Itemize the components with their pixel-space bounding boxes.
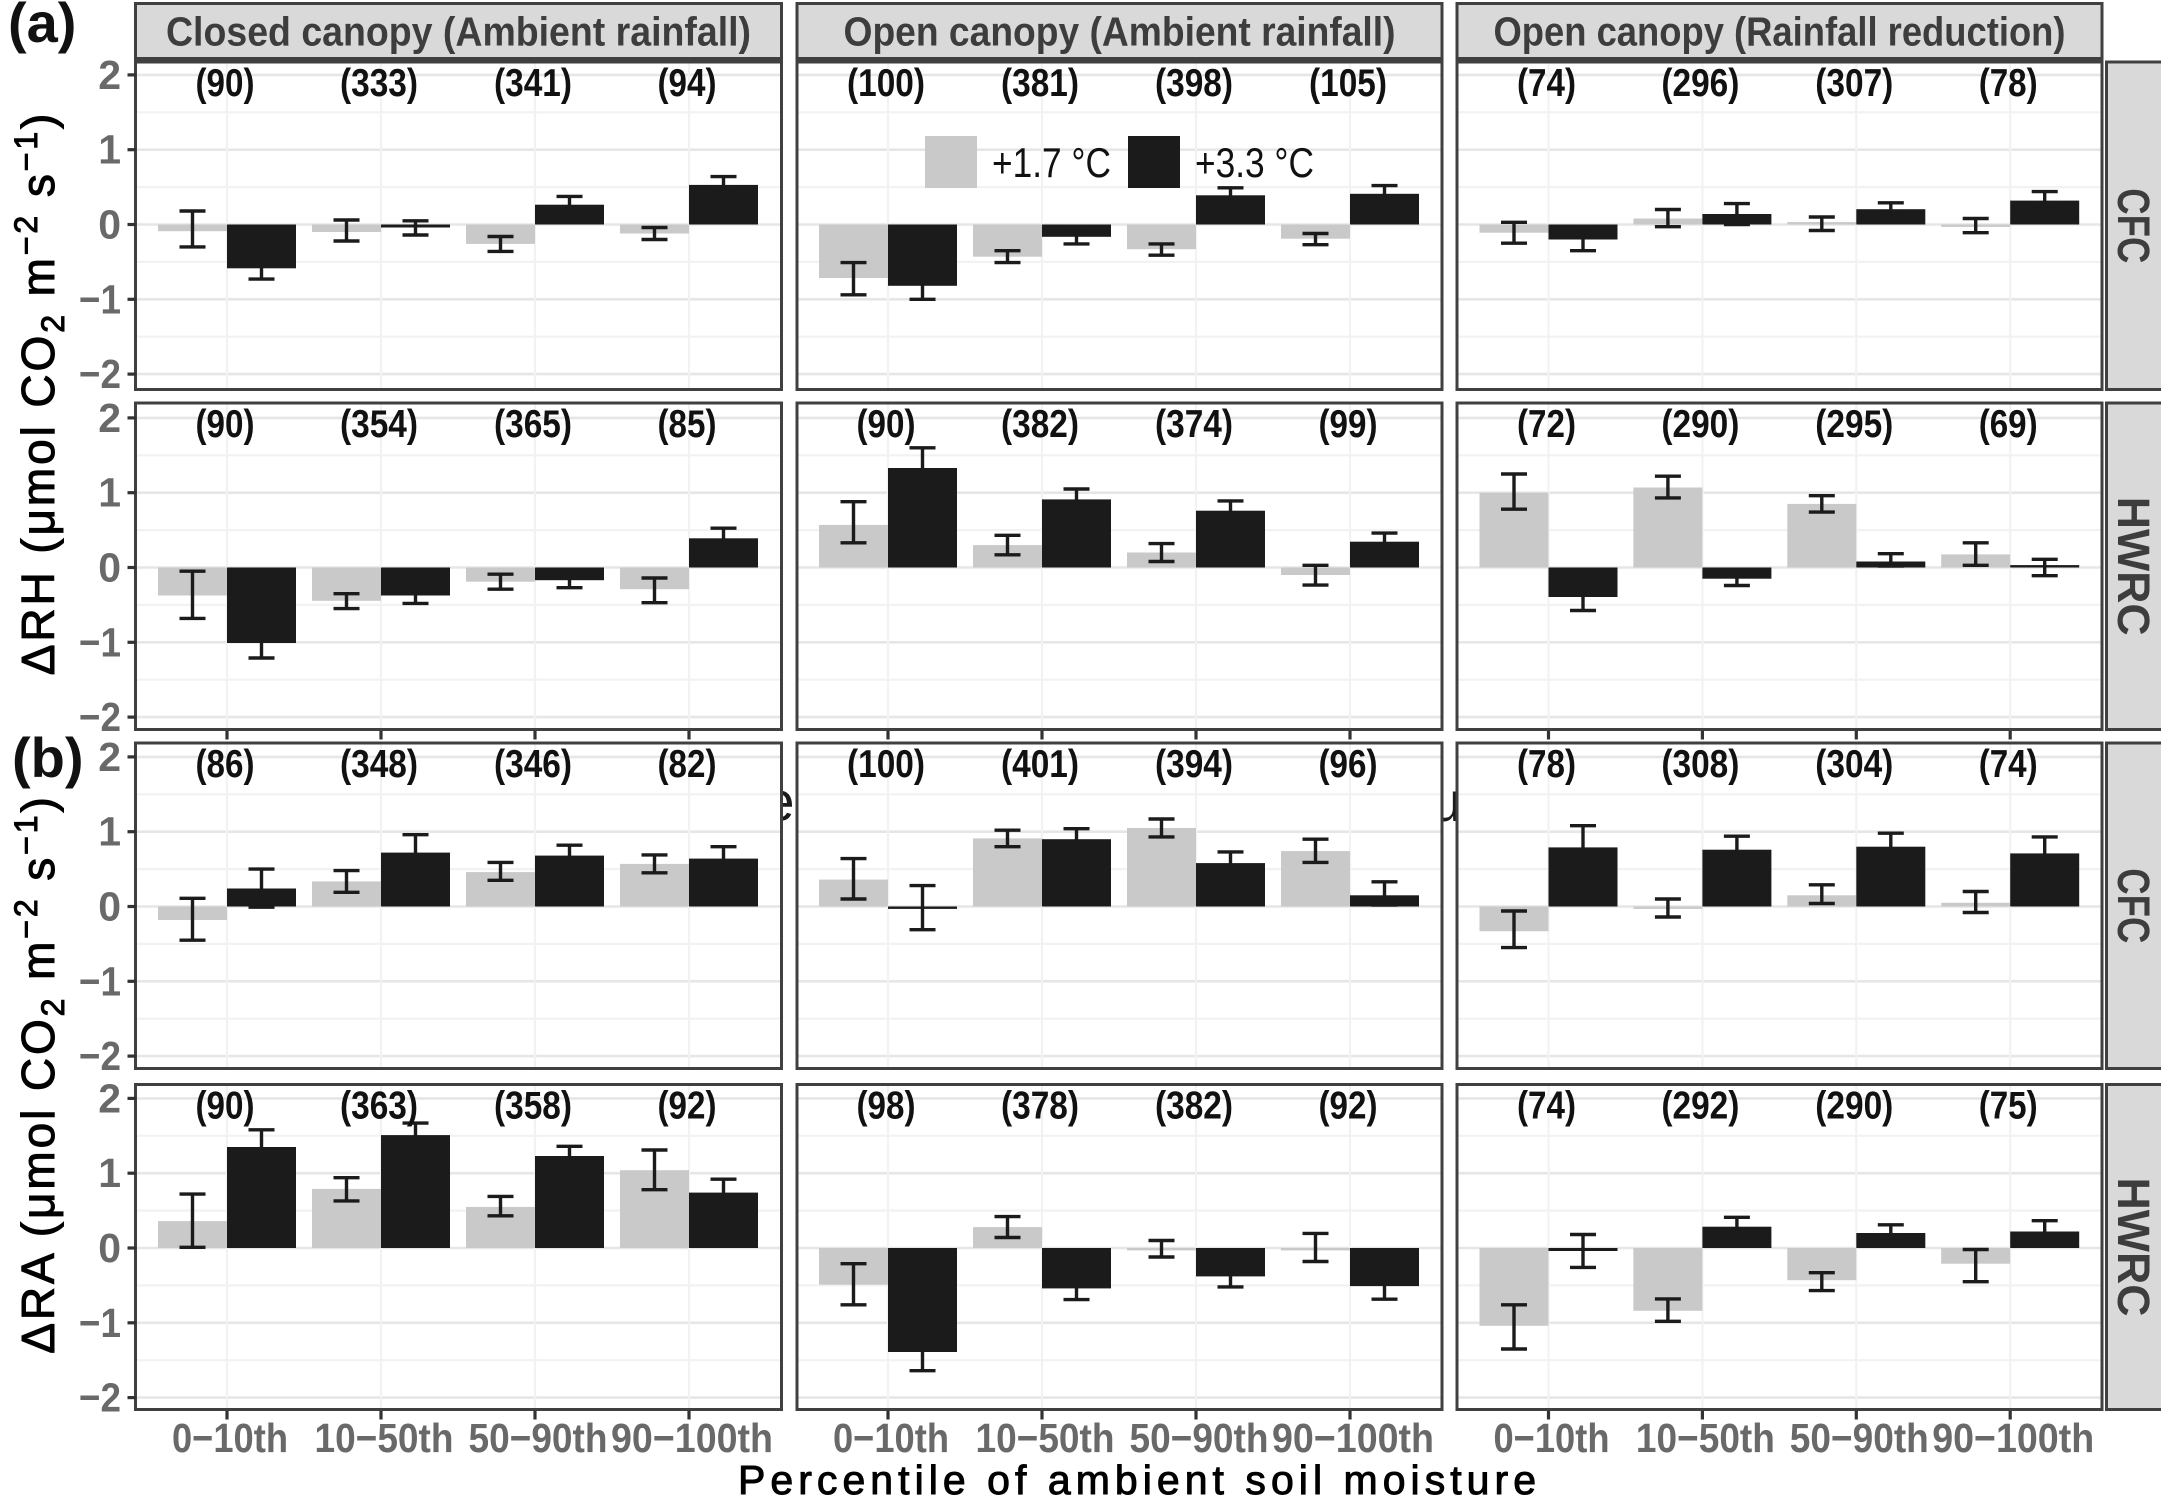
svg-text:−2: −2 (79, 1033, 121, 1079)
svg-text:(92): (92) (1319, 1085, 1378, 1128)
svg-text:+1.7 °C: +1.7 °C (992, 139, 1111, 186)
svg-text:0: 0 (98, 545, 121, 591)
svg-text:−1: −1 (79, 958, 121, 1004)
svg-text:2: 2 (98, 395, 121, 441)
svg-text:HWRC: HWRC (2108, 497, 2159, 636)
svg-text:(381): (381) (1001, 62, 1079, 105)
svg-text:Percentile of ambient soil moi: Percentile of ambient soil moisture (738, 1457, 1536, 1502)
svg-text:0−10th: 0−10th (172, 1415, 288, 1461)
svg-text:(78): (78) (1979, 62, 2038, 105)
svg-text:1: 1 (98, 470, 121, 516)
svg-text:(69): (69) (1979, 403, 2038, 446)
svg-text:(363): (363) (340, 1085, 418, 1128)
svg-text:10−50th: 10−50th (976, 1415, 1115, 1461)
svg-text:2: 2 (98, 734, 121, 780)
svg-text:50−90th: 50−90th (1130, 1415, 1269, 1461)
svg-text:(354): (354) (340, 403, 418, 446)
svg-text:(304): (304) (1815, 743, 1893, 786)
svg-text:(90): (90) (196, 403, 255, 446)
svg-text:2: 2 (98, 52, 121, 98)
svg-text:−2: −2 (79, 351, 121, 397)
svg-text:(92): (92) (658, 1085, 717, 1128)
svg-text:(75): (75) (1979, 1085, 2038, 1128)
svg-text:−1: −1 (79, 1300, 121, 1346)
svg-text:(307): (307) (1815, 62, 1893, 105)
svg-text:1: 1 (98, 809, 121, 855)
svg-text:(100): (100) (847, 62, 925, 105)
svg-text:Open canopy (Rainfall reductio: Open canopy (Rainfall reduction) (1494, 9, 2066, 55)
svg-text:(401): (401) (1001, 743, 1079, 786)
svg-text:(292): (292) (1661, 1085, 1739, 1128)
svg-text:(100): (100) (847, 743, 925, 786)
svg-text:0−10th: 0−10th (833, 1415, 949, 1461)
svg-text:1: 1 (98, 1150, 121, 1196)
svg-text:1: 1 (98, 127, 121, 173)
svg-text:(74): (74) (1517, 62, 1576, 105)
svg-text:−1: −1 (79, 276, 121, 322)
svg-text:(b): (b) (12, 726, 84, 789)
svg-text:(86): (86) (196, 743, 255, 786)
svg-text:(358): (358) (494, 1085, 572, 1128)
svg-text:(90): (90) (196, 1085, 255, 1128)
svg-text:(74): (74) (1979, 743, 2038, 786)
svg-text:(308): (308) (1661, 743, 1739, 786)
svg-text:ΔRA (μmol CO2 m−2 s−1): ΔRA (μmol CO2 m−2 s−1) (8, 794, 71, 1353)
svg-text:(78): (78) (1517, 743, 1576, 786)
svg-text:(82): (82) (658, 743, 717, 786)
svg-text:50−90th: 50−90th (1790, 1415, 1929, 1461)
svg-text:HWRC: HWRC (2108, 1178, 2159, 1317)
svg-text:−2: −2 (79, 694, 121, 740)
svg-text:ΔRH (μmol CO2 m−2 s−1): ΔRH (μmol CO2 m−2 s−1) (8, 111, 71, 676)
svg-text:0−10th: 0−10th (1494, 1415, 1610, 1461)
svg-text:(90): (90) (857, 403, 916, 446)
svg-text:90−100th: 90−100th (611, 1415, 773, 1461)
svg-text:(85): (85) (658, 403, 717, 446)
svg-text:0: 0 (98, 1225, 121, 1271)
svg-text:(333): (333) (340, 62, 418, 105)
svg-text:2: 2 (98, 1075, 121, 1121)
svg-text:(74): (74) (1517, 1085, 1576, 1128)
svg-text:90−100th: 90−100th (1932, 1415, 2094, 1461)
svg-text:(98): (98) (857, 1085, 916, 1128)
svg-text:Closed canopy (Ambient rainfal: Closed canopy (Ambient rainfall) (166, 9, 751, 55)
svg-text:(290): (290) (1661, 403, 1739, 446)
svg-text:0: 0 (98, 884, 121, 930)
svg-text:(105): (105) (1309, 62, 1387, 105)
svg-text:(341): (341) (494, 62, 572, 105)
svg-text:(99): (99) (1319, 403, 1378, 446)
svg-text:(90): (90) (196, 62, 255, 105)
svg-text:90−100th: 90−100th (1272, 1415, 1434, 1461)
svg-text:(348): (348) (340, 743, 418, 786)
svg-text:(290): (290) (1815, 1085, 1893, 1128)
svg-text:0: 0 (98, 202, 121, 248)
svg-text:(72): (72) (1517, 403, 1576, 446)
svg-text:10−50th: 10−50th (1636, 1415, 1775, 1461)
svg-text:Open canopy (Ambient rainfall): Open canopy (Ambient rainfall) (844, 9, 1396, 55)
svg-text:−1: −1 (79, 619, 121, 665)
svg-text:(295): (295) (1815, 403, 1893, 446)
svg-text:−2: −2 (79, 1375, 121, 1421)
svg-text:CFC: CFC (2108, 188, 2159, 263)
svg-text:(374): (374) (1155, 403, 1233, 446)
svg-text:(96): (96) (1319, 743, 1378, 786)
svg-text:(378): (378) (1001, 1085, 1079, 1128)
svg-text:(382): (382) (1155, 1085, 1233, 1128)
svg-text:(394): (394) (1155, 743, 1233, 786)
svg-text:(398): (398) (1155, 62, 1233, 105)
svg-text:(a): (a) (8, 0, 76, 54)
svg-text:(296): (296) (1661, 62, 1739, 105)
svg-text:10−50th: 10−50th (315, 1415, 454, 1461)
svg-text:(346): (346) (494, 743, 572, 786)
svg-text:(365): (365) (494, 403, 572, 446)
svg-text:CFC: CFC (2108, 868, 2159, 943)
svg-text:(382): (382) (1001, 403, 1079, 446)
svg-text:+3.3 °C: +3.3 °C (1195, 139, 1314, 186)
svg-text:50−90th: 50−90th (469, 1415, 608, 1461)
svg-text:(94): (94) (658, 62, 717, 105)
